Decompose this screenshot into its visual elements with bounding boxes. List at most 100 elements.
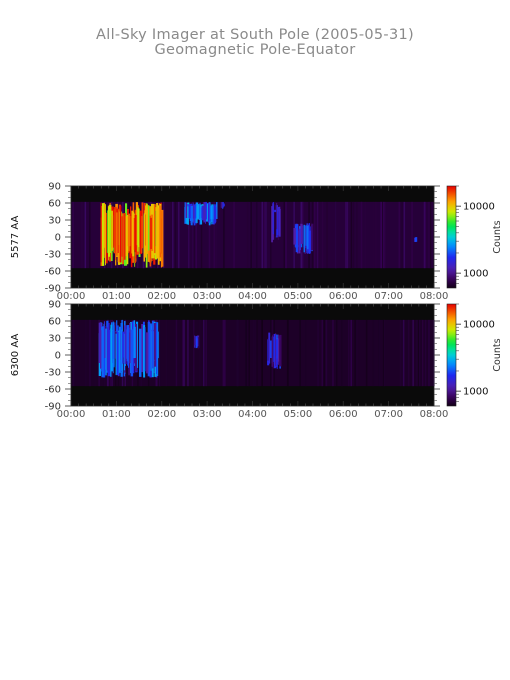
heatmap-texture-stripe — [378, 319, 381, 387]
heatmap-texture-stripe — [372, 201, 375, 269]
heatmap-texture-stripe — [263, 201, 266, 269]
heatmap-streak — [111, 210, 113, 251]
colorbar-tick-label: 1000 — [463, 269, 488, 280]
heatmap-texture-stripe — [72, 319, 75, 387]
heatmap-texture-stripe — [350, 201, 353, 269]
heatmap-streak — [274, 212, 277, 237]
colorbar-tick-label: 1000 — [463, 387, 488, 398]
y-tick-label: 90 — [48, 182, 61, 193]
heatmap-streak — [141, 216, 143, 254]
heatmap-texture-stripe — [423, 201, 426, 269]
heatmap-feature — [98, 319, 159, 378]
heatmap-texture-stripe — [94, 319, 96, 387]
heatmap-streak — [206, 205, 208, 219]
heatmap-texture-stripe — [325, 319, 328, 387]
heatmap-texture-stripe — [384, 201, 386, 269]
heatmap-streak — [128, 325, 130, 368]
heatmap-streak — [139, 328, 142, 377]
heatmap-streak — [306, 225, 309, 250]
heatmap-streak — [196, 206, 198, 224]
heatmap-feature — [267, 332, 282, 369]
x-tick-label: 02:00 — [147, 409, 176, 420]
heatmap-streak — [157, 207, 160, 265]
heatmap-streak — [102, 204, 104, 257]
heatmap-streak — [275, 333, 277, 366]
heatmap-streak — [98, 322, 102, 363]
heatmap-texture-stripe — [193, 201, 195, 269]
heatmap-texture-stripe — [335, 201, 337, 269]
heatmap-streak — [197, 335, 199, 347]
heatmap-texture-stripe — [182, 319, 184, 387]
heatmap-streak — [203, 202, 206, 223]
heatmap-streak — [127, 216, 131, 247]
heatmap-streak — [101, 326, 104, 378]
heatmap-streak — [124, 325, 127, 365]
heatmap-texture-stripe — [350, 319, 352, 387]
heatmap-streak — [201, 205, 205, 221]
x-tick-label: 01:00 — [102, 291, 131, 302]
heatmap-texture-stripe — [188, 201, 190, 269]
x-tick-label: 05:00 — [283, 291, 312, 302]
heatmap-streak — [141, 324, 144, 373]
x-tick-label: 08:00 — [420, 291, 449, 302]
heatmap-streak — [116, 331, 119, 376]
heatmap-texture-stripe — [187, 319, 189, 387]
heatmap-streak — [147, 205, 150, 251]
heatmap-texture-stripe — [200, 201, 203, 269]
heatmap-streak — [119, 205, 122, 263]
heatmap-texture-stripe — [265, 201, 267, 269]
heatmap-texture-stripe — [250, 201, 252, 269]
heatmap-streak — [119, 326, 121, 373]
heatmap-texture-stripe — [305, 319, 307, 387]
heatmap-streak — [123, 213, 126, 260]
heatmap-streak — [123, 333, 125, 371]
heatmap-texture-stripe — [248, 319, 250, 387]
heatmap-texture-stripe — [372, 319, 375, 387]
heatmap-streak — [121, 329, 123, 372]
y-tick-label: 90 — [48, 300, 61, 311]
heatmap-texture-stripe — [205, 319, 207, 387]
heatmap-streak — [196, 204, 200, 219]
heatmap-streak — [130, 329, 134, 377]
heatmap-texture-stripe — [224, 201, 226, 269]
heatmap-streak — [272, 203, 274, 234]
heatmap-streak — [137, 207, 139, 252]
heatmap-streak — [113, 322, 116, 359]
heatmap-texture-stripe — [412, 319, 414, 387]
heatmap-streak — [134, 323, 138, 372]
colorbar-tick-label: 10000 — [463, 202, 495, 213]
x-tick-label: 02:00 — [147, 291, 176, 302]
heatmap-streak — [143, 325, 146, 378]
x-tick-label: 07:00 — [374, 409, 403, 420]
heatmap-streak — [150, 323, 152, 371]
x-tick-label: 06:00 — [329, 409, 358, 420]
heatmap-texture-stripe — [380, 201, 382, 269]
heatmap-texture-stripe — [360, 201, 363, 269]
heatmap-texture-stripe — [72, 201, 74, 269]
heatmap-texture-stripe — [428, 201, 430, 269]
heatmap-texture-stripe — [236, 319, 239, 387]
heatmap-streak — [144, 327, 146, 372]
heatmap-streak — [135, 202, 138, 246]
y-tick-label: 30 — [48, 334, 61, 345]
x-tick-label: 01:00 — [102, 409, 131, 420]
y-tick-label: -60 — [45, 267, 61, 278]
heatmap-texture-stripe — [261, 319, 263, 387]
x-tick-label: 07:00 — [374, 291, 403, 302]
heatmap-texture-stripe — [336, 319, 338, 387]
heatmap-streak — [138, 208, 140, 248]
heatmap-texture-stripe — [420, 319, 422, 387]
heatmap-streak — [134, 214, 137, 253]
y-tick-label: -30 — [45, 250, 61, 261]
heatmap-streak — [100, 217, 103, 266]
heatmap-texture-stripe — [203, 319, 205, 387]
heatmap-texture-stripe — [270, 201, 272, 269]
heatmap-texture-stripe — [256, 319, 258, 387]
heatmap-streak — [110, 328, 112, 377]
y-tick-label: -30 — [45, 368, 61, 379]
heatmap-streak — [105, 212, 108, 264]
heatmap-streak — [146, 332, 149, 374]
heatmap-streak — [100, 202, 102, 263]
heatmap-streak — [195, 202, 198, 223]
heatmap-streak — [115, 212, 118, 256]
